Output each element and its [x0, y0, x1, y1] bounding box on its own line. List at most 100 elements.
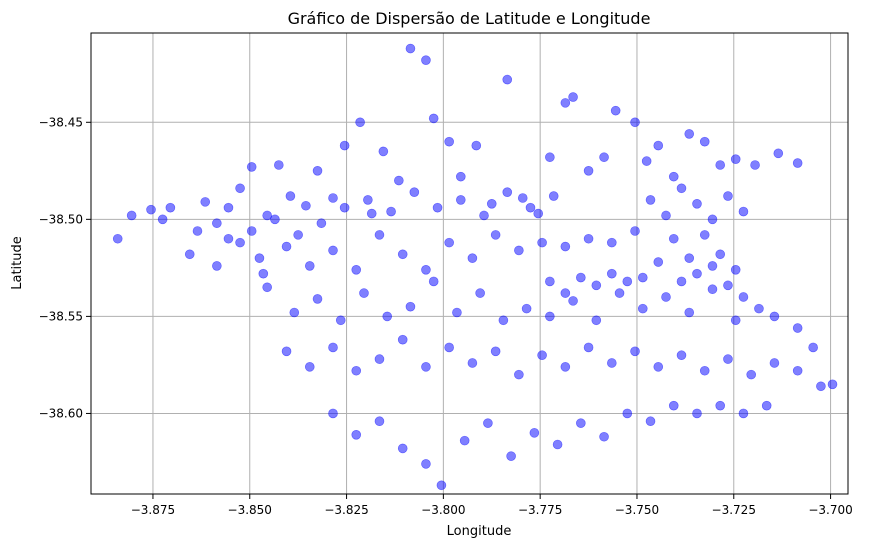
x-tick-label: −3.700 — [808, 503, 852, 517]
scatter-point — [676, 350, 687, 361]
scatter-point — [467, 253, 478, 263]
scatter-point — [552, 439, 563, 450]
scatter-point — [545, 152, 555, 163]
y-tick-label: −38.45 — [39, 115, 83, 129]
scatter-point — [394, 175, 404, 186]
scatter-point — [374, 230, 385, 240]
scatter-point — [355, 117, 365, 128]
grid-lines — [91, 33, 848, 494]
scatter-point — [715, 160, 726, 170]
scatter-point — [521, 303, 532, 314]
scatter-point — [498, 315, 509, 326]
scatter-point — [692, 199, 702, 209]
scatter-point — [723, 280, 733, 291]
scatter-point — [668, 233, 679, 244]
scatter-point — [517, 193, 528, 203]
scatter-point — [246, 226, 257, 236]
scatter-point — [506, 451, 516, 461]
scatter-point — [397, 334, 408, 345]
scatter-point — [339, 202, 350, 213]
scatter-point — [146, 204, 156, 215]
scatter-point — [606, 358, 617, 368]
scatter-point — [502, 74, 513, 85]
y-tick-label: −38.55 — [39, 309, 83, 323]
scatter-point — [746, 369, 757, 380]
scatter-point — [525, 202, 536, 213]
scatter-point — [599, 152, 609, 163]
scatter-point — [792, 323, 803, 333]
scatter-point — [699, 230, 710, 240]
scatter-point — [192, 226, 203, 236]
scatter-point — [490, 230, 501, 240]
scatter-point — [289, 307, 300, 318]
scatter-point — [112, 233, 123, 244]
scatter-point — [397, 443, 408, 454]
scatter-point — [359, 288, 369, 298]
scatter-point — [699, 365, 710, 376]
x-tick-label: −3.825 — [324, 503, 368, 517]
scatter-point — [630, 226, 640, 236]
scatter-point — [730, 265, 741, 275]
scatter-point — [622, 276, 633, 287]
scatter-point — [583, 342, 594, 353]
scatter-point — [212, 261, 222, 271]
scatter-point — [374, 354, 385, 364]
scatter-point — [591, 315, 602, 326]
scatter-point — [486, 199, 497, 209]
scatter-point — [692, 408, 702, 419]
scatter-point — [754, 303, 764, 314]
scatter-point — [444, 342, 454, 353]
scatter-point — [335, 315, 346, 326]
scatter-point — [281, 346, 292, 357]
scatter-point — [792, 158, 803, 168]
scatter-point — [792, 365, 803, 376]
scatter-point — [409, 187, 420, 197]
scatter-point — [630, 346, 640, 357]
scatter-point — [692, 268, 702, 279]
scatter-point — [444, 136, 454, 147]
scatter-point — [684, 129, 695, 139]
scatter-point — [452, 307, 462, 318]
scatter-point — [750, 160, 760, 170]
scatter-point — [397, 249, 408, 260]
scatter-point — [738, 206, 749, 217]
scatter-point — [432, 202, 443, 213]
scatter-point — [378, 146, 389, 157]
scatter-point — [645, 416, 656, 427]
scatter-point — [246, 162, 257, 172]
scatter-point — [730, 154, 741, 164]
scatter-point — [273, 160, 284, 170]
scatter-point — [715, 249, 726, 260]
scatter-point — [165, 202, 176, 213]
scatter-point — [351, 429, 362, 440]
scatter-point — [270, 214, 280, 225]
scatter-point — [421, 265, 431, 275]
scatter-point — [606, 237, 617, 248]
scatter-point — [576, 272, 586, 283]
scatter-point — [235, 237, 245, 248]
scatter-point — [405, 301, 416, 312]
scatter-point — [808, 342, 818, 353]
scatter-point — [738, 292, 749, 302]
scatter-point — [459, 435, 470, 446]
scatter-point — [637, 272, 648, 283]
scatter-point — [293, 230, 303, 240]
scatter-point — [622, 408, 633, 419]
scatter-point — [645, 195, 656, 205]
scatter-point — [769, 358, 780, 368]
scatter-point — [568, 92, 578, 102]
scatter-point — [262, 210, 272, 221]
scatter-point — [304, 261, 315, 271]
scatter-point — [583, 166, 594, 176]
scatter-point — [212, 218, 222, 229]
scatter-point — [421, 459, 431, 469]
scatter-point — [653, 257, 664, 267]
scatter-point — [258, 268, 269, 279]
scatter-point — [668, 171, 679, 182]
scatter-point — [769, 311, 780, 322]
scatter-point — [568, 296, 578, 306]
scatter-point — [606, 268, 617, 279]
scatter-point — [545, 311, 555, 322]
scatter-point — [312, 166, 323, 176]
scatter-point — [684, 253, 695, 263]
